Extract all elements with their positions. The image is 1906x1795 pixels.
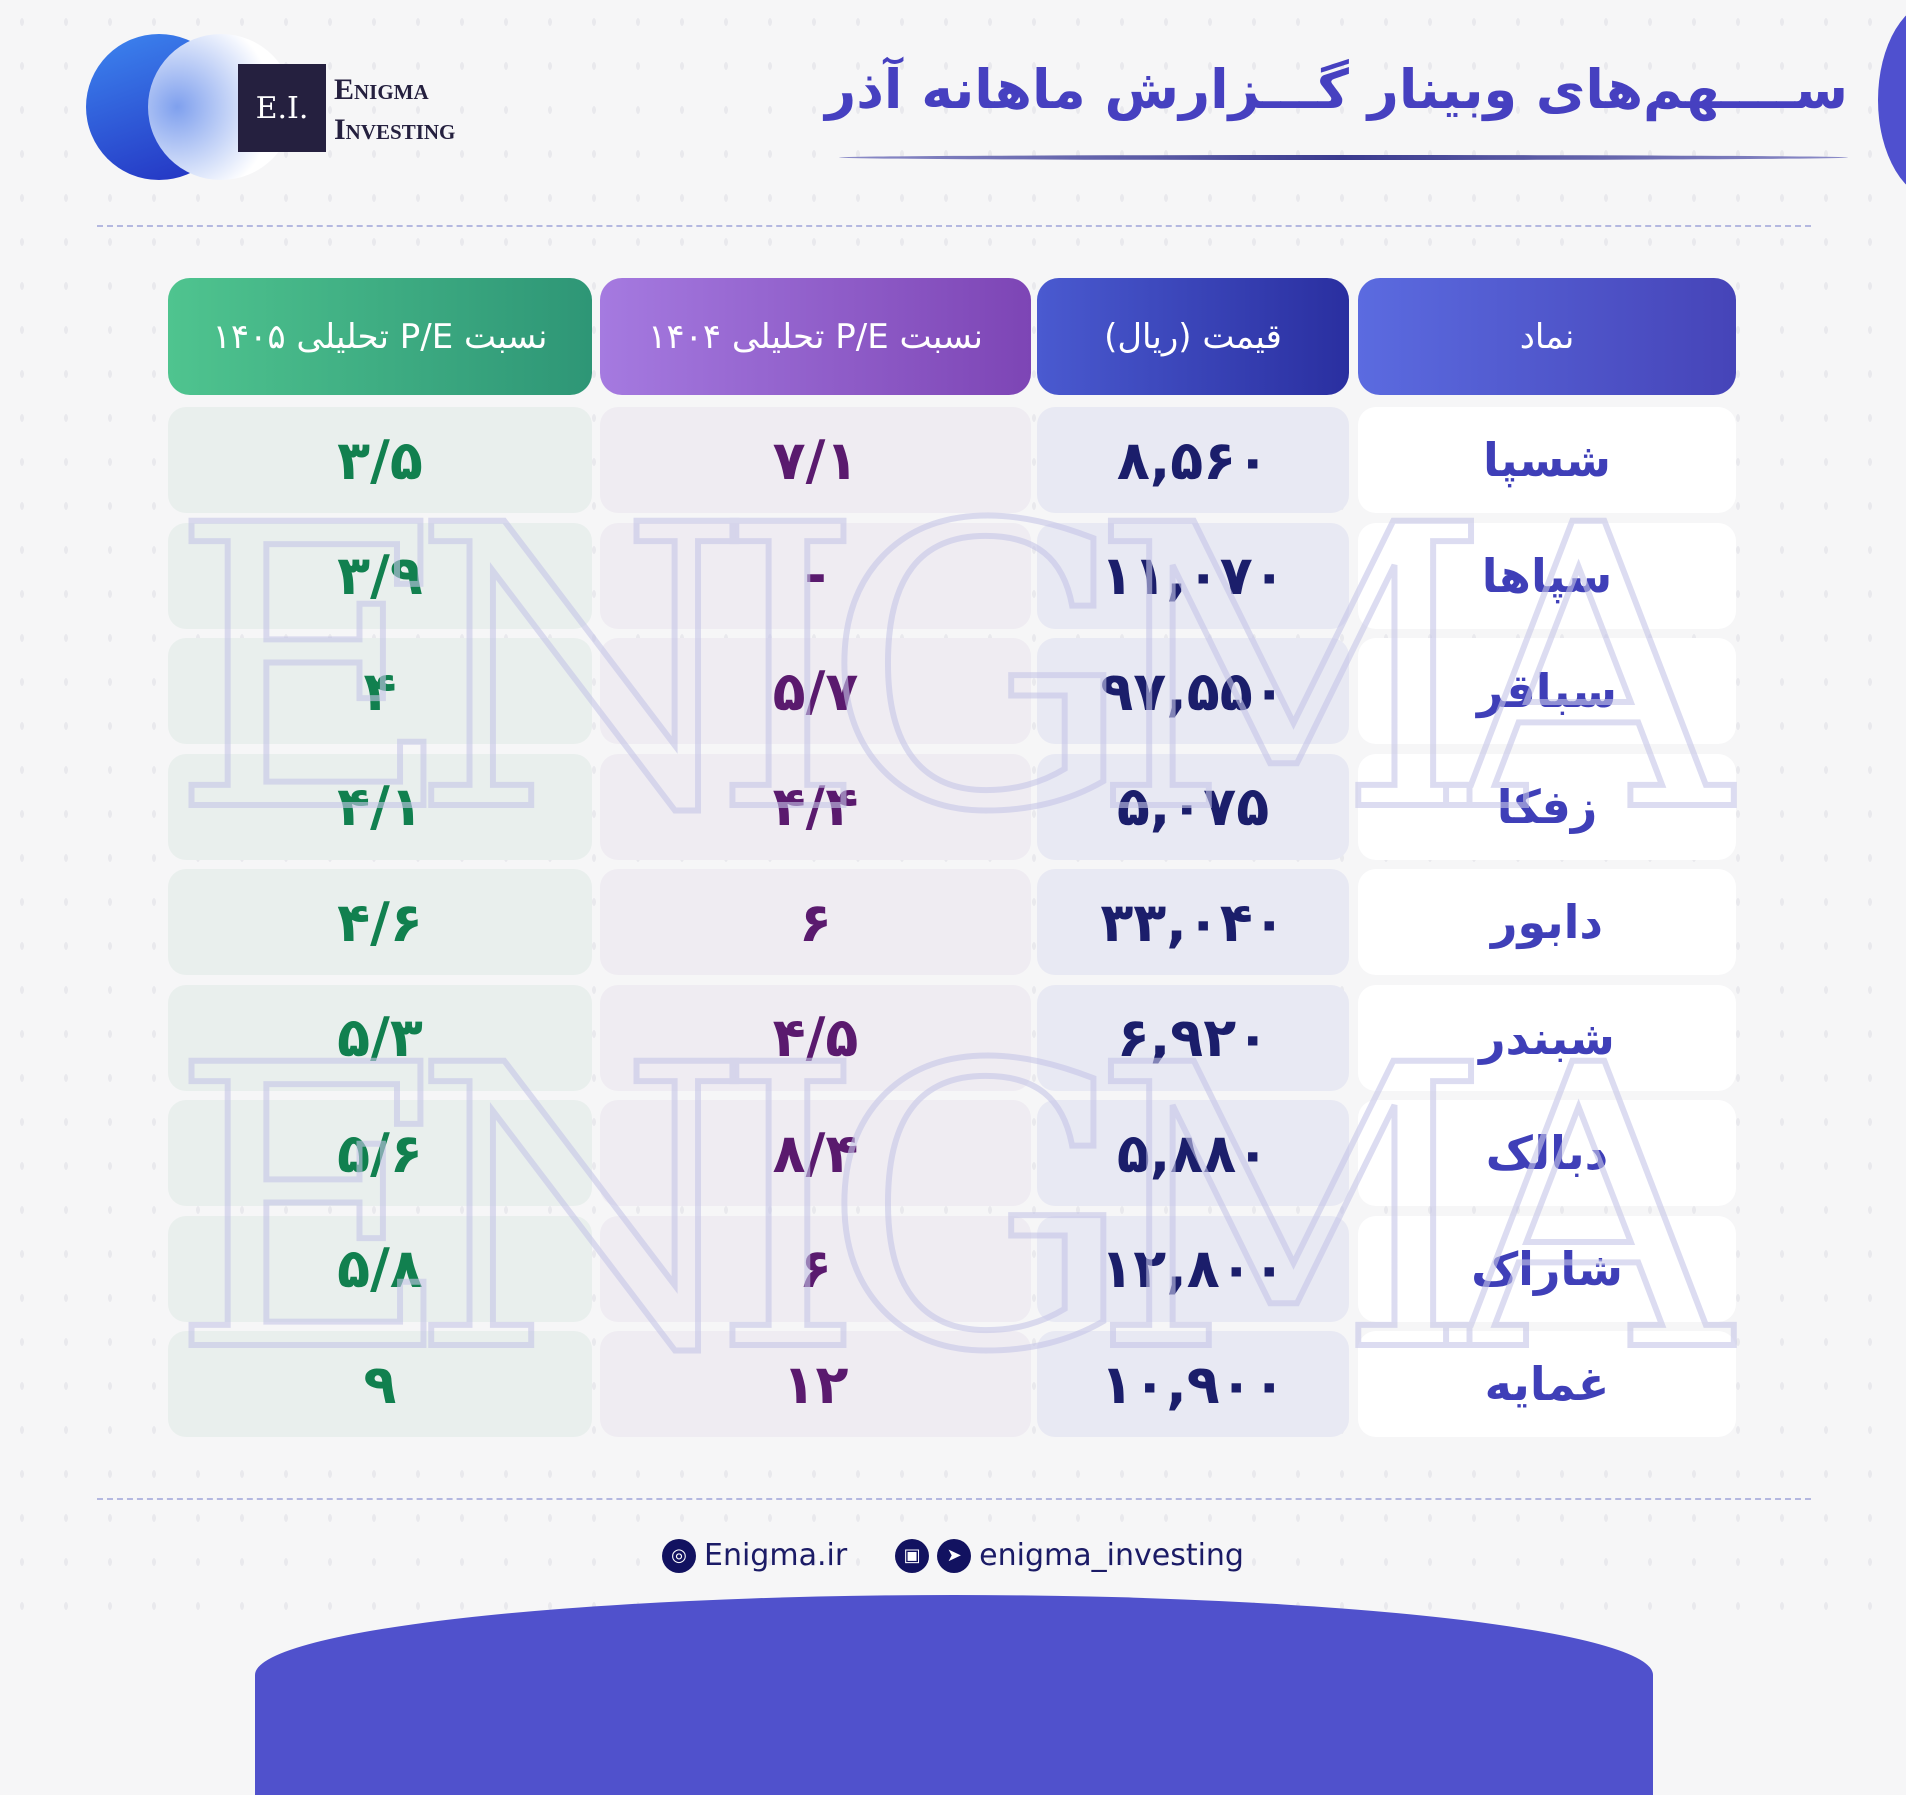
cell-symbol-text: زفکا [1496,779,1598,834]
cell-symbol-text: غمایه [1484,1357,1610,1411]
cell-symbol-text: سپاها [1481,548,1613,603]
footer: ◎ Enigma.ir ▣ ➤ enigma_investing [0,1538,1906,1573]
cell-symbol-text: سباقر [1476,664,1618,718]
cell-pe-1405-text: ۹ [363,1352,397,1416]
title-underline [839,155,1848,160]
header-pe-1405: نسبت P/E تحلیلی ۱۴۰۵ [168,278,592,395]
cell-pe-1405: ۴/۱ [168,753,592,860]
cell-symbol: غمایه [1358,1331,1736,1437]
logo-mark: E.I. [238,64,326,152]
cell-pe-1404-text: ۴/۵ [772,1006,859,1069]
divider-bottom [97,1498,1811,1500]
telegram-icon: ➤ [937,1538,972,1573]
cell-price-text: ۹۷,۵۵۰ [1100,659,1286,723]
cell-pe-1405: ۹ [168,1331,592,1437]
cell-symbol-text: شبندر [1479,1010,1615,1065]
cell-pe-1404: ۶ [600,869,1031,975]
cell-pe-1404: ۱۲ [600,1331,1031,1437]
cell-symbol: دبالک [1358,1100,1736,1206]
cell-pe-1405: ۳/۹ [168,522,592,629]
cell-pe-1405-text: ۵/۳ [337,1006,423,1069]
cell-symbol-text: دابور [1491,895,1603,949]
header-price: قیمت (ریال) [1037,278,1349,395]
cell-price-text: ۶,۹۲۰ [1116,1006,1270,1069]
cell-pe-1404: ۷/۱ [600,407,1031,513]
cell-pe-1404-text: ۷/۱ [772,428,859,492]
cell-symbol: زفکا [1358,753,1736,860]
cell-symbol: شاراک [1358,1215,1736,1322]
cell-pe-1404-text: ۱۲ [782,1352,849,1416]
cell-pe-1404: ۵/۷ [600,638,1031,744]
brand-line-1: Enigma [334,73,429,106]
cell-symbol-text: شاراک [1471,1241,1623,1296]
cell-price: ۵,۸۸۰ [1037,1100,1349,1206]
cell-pe-1405-text: ۳/۹ [337,544,423,607]
cell-pe-1404: ۶ [600,1215,1031,1322]
cell-symbol: دابور [1358,869,1736,975]
cell-price-text: ۸,۵۶۰ [1116,428,1270,492]
brand-line-2: Investing [334,113,456,146]
cell-price-text: ۵,۰۷۵ [1116,775,1270,838]
header-symbol: نماد [1358,278,1736,395]
cell-price-text: ۵,۸۸۰ [1116,1121,1270,1185]
bottom-arc-decoration [255,1595,1653,1795]
cell-pe-1405: ۳/۵ [168,407,592,513]
divider-top [97,225,1811,227]
cell-pe-1404-text: ۸/۴ [772,1121,859,1185]
cell-price: ۵,۰۷۵ [1037,753,1349,860]
cell-pe-1404-text: ۶ [799,890,832,954]
website-link[interactable]: ◎ Enigma.ir [662,1538,847,1573]
cell-pe-1404-text: ۴/۴ [772,775,859,838]
cell-symbol: سباقر [1358,638,1736,744]
cell-pe-1405: ۴ [168,638,592,744]
cell-pe-1404: ۴/۴ [600,753,1031,860]
cell-pe-1405-text: ۴/۶ [337,890,423,954]
cell-price: ۶,۹۲۰ [1037,984,1349,1091]
brand-name: Enigma Investing [334,70,455,150]
cell-symbol: سپاها [1358,522,1736,629]
page-title: ســــهم‌های وبینار گـــزارش ماهانه آذر [825,58,1848,121]
globe-icon: ◎ [662,1538,696,1573]
cell-pe-1405: ۵/۳ [168,984,592,1091]
cell-symbol: شبندر [1358,984,1736,1091]
cell-price: ۹۷,۵۵۰ [1037,638,1349,744]
cell-pe-1404-text: ۵/۷ [772,659,859,723]
instagram-icon: ▣ [895,1538,930,1573]
cell-pe-1404-text: - [804,544,827,607]
cell-pe-1404: ۸/۴ [600,1100,1031,1206]
cell-pe-1405-text: ۵/۶ [337,1121,423,1185]
cell-pe-1404-text: ۶ [799,1237,832,1300]
cell-pe-1405-text: ۴ [363,659,397,723]
cell-price-text: ۳۳,۰۴۰ [1100,890,1286,954]
cell-pe-1405-text: ۳/۵ [337,428,423,492]
cell-pe-1405-text: ۴/۱ [337,775,423,838]
cell-pe-1404: - [600,522,1031,629]
logo: E.I. [86,34,346,184]
cell-price-text: ۱۱,۰۷۰ [1100,544,1286,607]
handle-text: enigma_investing [979,1538,1244,1573]
cell-price: ۳۳,۰۴۰ [1037,869,1349,975]
cell-price: ۱۰,۹۰۰ [1037,1331,1349,1437]
social-handle-link[interactable]: ▣ ➤ enigma_investing [895,1538,1244,1573]
cell-price: ۸,۵۶۰ [1037,407,1349,513]
cell-price-text: ۱۲,۸۰۰ [1100,1237,1286,1300]
cell-pe-1405: ۴/۶ [168,869,592,975]
website-text: Enigma.ir [704,1538,848,1573]
cell-price-text: ۱۰,۹۰۰ [1100,1352,1286,1416]
cell-pe-1405: ۵/۶ [168,1100,592,1206]
cell-symbol: شسپا [1358,407,1736,513]
cell-price: ۱۲,۸۰۰ [1037,1215,1349,1322]
cell-pe-1404: ۴/۵ [600,984,1031,1091]
cell-symbol-text: دبالک [1485,1126,1609,1180]
cell-symbol-text: شسپا [1482,433,1612,487]
cell-price: ۱۱,۰۷۰ [1037,522,1349,629]
cell-pe-1405: ۵/۸ [168,1215,592,1322]
cell-pe-1405-text: ۵/۸ [337,1237,423,1300]
header-pe-1404: نسبت P/E تحلیلی ۱۴۰۴ [600,278,1031,395]
